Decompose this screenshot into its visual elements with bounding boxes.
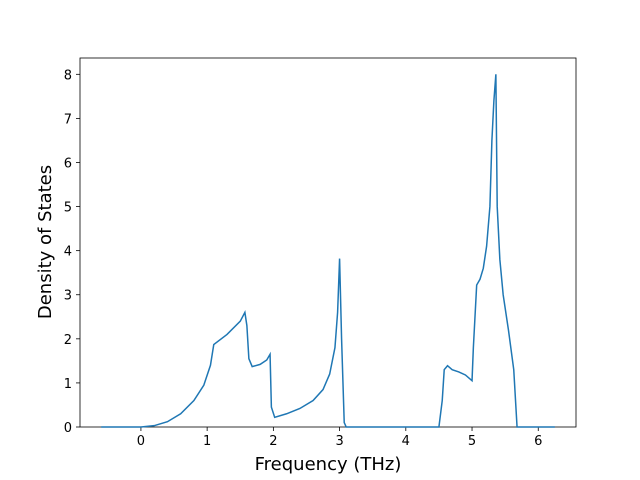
- x-tick-label: 6: [534, 434, 542, 449]
- y-tick-label: 0: [64, 421, 72, 436]
- y-tick-label: 1: [64, 377, 72, 392]
- x-tick-label: 1: [203, 434, 211, 449]
- x-tick-label: 3: [335, 434, 343, 449]
- data-line: [101, 74, 555, 428]
- x-tick-label: 4: [402, 434, 410, 449]
- y-tick-label: 6: [64, 156, 72, 171]
- plot-frame: [79, 57, 577, 428]
- y-tick-label: 2: [64, 333, 72, 348]
- y-tick-label: 5: [64, 201, 72, 216]
- x-tick-label: 0: [137, 434, 145, 449]
- y-tick-label: 7: [64, 112, 72, 127]
- x-axis-label: Frequency (THz): [255, 454, 402, 475]
- y-tick-label: 4: [64, 245, 72, 260]
- x-tick-label: 5: [468, 434, 476, 449]
- x-tick-label: 2: [269, 434, 277, 449]
- y-tick-label: 8: [64, 68, 72, 83]
- y-axis-label: Density of States: [35, 165, 56, 319]
- y-tick-label: 3: [64, 289, 72, 304]
